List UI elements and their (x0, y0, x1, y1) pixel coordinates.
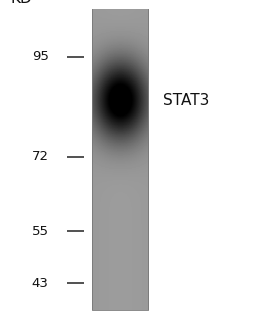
Text: 43: 43 (32, 277, 49, 290)
Text: 72: 72 (32, 150, 49, 164)
Text: Hela: Hela (105, 0, 135, 1)
Text: STAT3: STAT3 (163, 93, 209, 108)
Text: 95: 95 (32, 50, 49, 63)
Text: 55: 55 (32, 225, 49, 238)
Text: KD: KD (10, 0, 32, 6)
